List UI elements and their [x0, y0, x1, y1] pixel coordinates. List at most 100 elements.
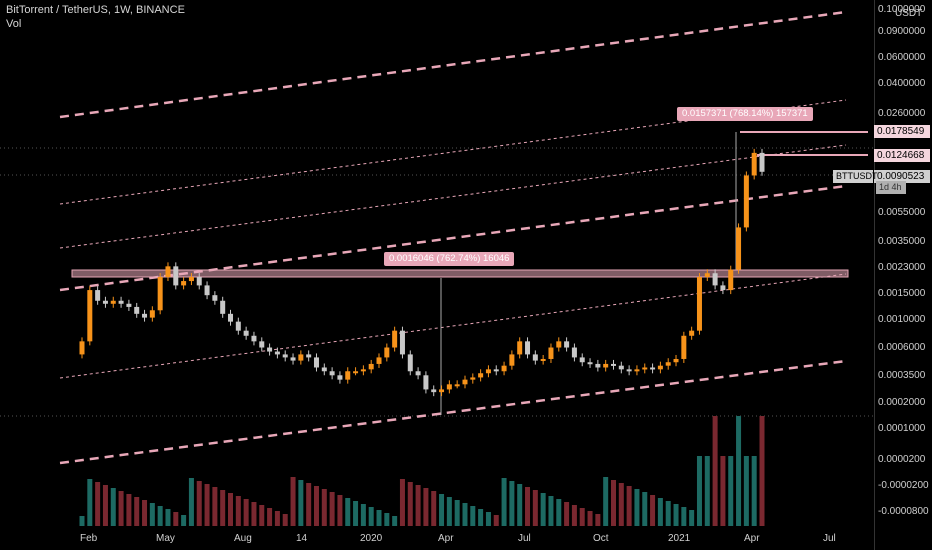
- volume-bar: [384, 513, 390, 526]
- candle-body: [736, 227, 742, 270]
- volume-bar: [595, 514, 601, 526]
- time-axis-tick: 14: [296, 533, 308, 544]
- volume-bar: [431, 491, 437, 526]
- candle-body: [392, 330, 398, 348]
- volume-bar: [142, 500, 148, 526]
- candle-body: [657, 365, 663, 370]
- volume-bar: [392, 516, 398, 526]
- candle-body: [110, 300, 116, 304]
- volume-bar: [282, 514, 288, 526]
- volume-bar: [642, 492, 648, 526]
- candle-body: [525, 341, 531, 355]
- channel-line: [59, 359, 847, 465]
- volume-bar: [165, 509, 171, 526]
- candle-body: [290, 357, 296, 361]
- volume-bar: [587, 511, 593, 526]
- volume-bar: [251, 502, 257, 526]
- volume-bar: [556, 499, 562, 526]
- candle-body: [220, 300, 226, 314]
- time-axis-tick: Jul: [823, 533, 836, 544]
- candle-body: [102, 300, 108, 304]
- candle-body: [251, 335, 257, 342]
- volume-bar: [564, 502, 570, 526]
- countdown-label: 1d 4h: [876, 181, 906, 194]
- candle-body: [353, 371, 359, 374]
- volume-bar: [407, 482, 413, 526]
- price-axis-tick: 0.0023000: [878, 262, 926, 273]
- candle-body: [673, 358, 679, 363]
- volume-bar: [95, 482, 101, 526]
- resistance-zone: [71, 269, 849, 278]
- time-axis-tick: Oct: [593, 533, 609, 544]
- price-axis-tick: 0.0000200: [878, 454, 926, 465]
- candle-body: [759, 152, 765, 172]
- channel-line: [59, 10, 847, 119]
- lower-measurement-label[interactable]: 0.0016046 (762.74%) 16046: [384, 252, 515, 266]
- volume-bar: [337, 495, 343, 526]
- candle-body: [571, 347, 577, 358]
- channel-line: [59, 184, 847, 292]
- volume-bar: [134, 497, 140, 526]
- candle-body: [556, 341, 562, 348]
- candle-body: [313, 357, 319, 368]
- volume-bar: [399, 479, 405, 526]
- volume-bar: [603, 477, 609, 526]
- volume-bar: [368, 507, 374, 526]
- candle-body: [212, 295, 218, 301]
- candle-body: [298, 354, 304, 361]
- price-axis-tick: 0.0010000: [878, 314, 926, 325]
- volume-bar: [126, 494, 132, 526]
- candle-body: [423, 375, 429, 390]
- volume-bar: [446, 497, 452, 526]
- candle-body: [267, 347, 273, 352]
- candle-body: [548, 347, 554, 359]
- volume-indicator-label[interactable]: Vol: [6, 18, 22, 30]
- volume-bar: [579, 508, 585, 526]
- volume-bar: [736, 416, 742, 526]
- candle-body: [454, 384, 460, 387]
- volume-bar: [149, 503, 155, 526]
- time-axis-tick: 2021: [668, 533, 691, 544]
- candle-body: [478, 373, 484, 378]
- volume-bar: [657, 498, 663, 526]
- volume-bar: [79, 516, 85, 526]
- candle-body: [329, 371, 335, 376]
- candle-body: [228, 313, 234, 322]
- candle-body: [181, 281, 187, 286]
- price-axis[interactable]: [874, 0, 932, 550]
- candle-body: [493, 369, 499, 372]
- candle-body: [165, 266, 171, 278]
- candle-body: [532, 354, 538, 361]
- upper-measurement-label[interactable]: 0.0157371 (768.14%) 157371: [677, 107, 813, 121]
- candle-body: [689, 330, 695, 336]
- candle-body: [235, 321, 241, 331]
- price-axis-tick: 0.1000000: [878, 4, 926, 15]
- volume-bar: [235, 496, 241, 526]
- volume-bar: [243, 499, 249, 526]
- volume-bar: [673, 504, 679, 526]
- price-axis-tick: 0.0035000: [878, 236, 926, 247]
- candle-body: [439, 389, 445, 393]
- volume-bar: [423, 488, 429, 526]
- candle-body: [157, 277, 163, 311]
- candle-body: [743, 175, 749, 228]
- volume-bar: [712, 416, 718, 526]
- time-axis-tick: May: [156, 533, 175, 544]
- price-axis-tick: 0.0006000: [878, 342, 926, 353]
- time-axis-tick: Apr: [438, 533, 454, 544]
- volume-bar: [610, 480, 616, 526]
- candle-body: [126, 303, 132, 307]
- volume-bar: [110, 488, 116, 526]
- volume-bar: [485, 512, 491, 526]
- candle-body: [188, 277, 194, 282]
- volume-bar: [478, 509, 484, 526]
- volume-bar: [306, 483, 312, 526]
- candle-body: [243, 330, 249, 336]
- candle-body: [282, 354, 288, 358]
- volume-bar: [212, 487, 218, 526]
- candle-body: [509, 354, 515, 366]
- price-axis-tick: -0.0000200: [878, 480, 929, 491]
- volume-bar: [329, 492, 335, 526]
- volume-bar: [204, 484, 210, 526]
